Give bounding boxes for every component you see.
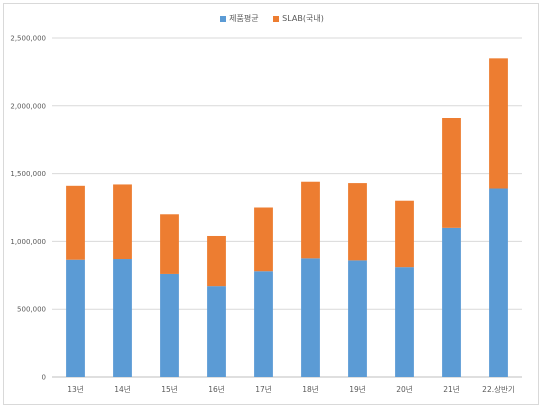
y-tick-label-1: 500,000 (17, 306, 46, 314)
bar-series-2-8 (395, 200, 414, 268)
bar-series-1-8 (395, 267, 414, 377)
legend: 제품평균 SLAB(국내) (0, 13, 544, 24)
bar-series-1-9 (442, 227, 461, 377)
legend-label-series-2: SLAB(국내) (282, 14, 324, 23)
x-tick-label-9: 21년 (443, 384, 460, 394)
x-tick-label-8: 20년 (396, 384, 413, 394)
x-tick-label-6: 18년 (302, 384, 319, 394)
bar-series-1-10 (489, 188, 508, 377)
bar-series-2-10 (489, 58, 508, 189)
bar-series-2-3 (160, 214, 179, 274)
legend-swatch-series-2 (273, 15, 280, 22)
bar-series-1-2 (113, 259, 132, 377)
bar-series-2-5 (254, 207, 273, 272)
legend-swatch-series-1 (220, 15, 227, 22)
bar-series-1-7 (348, 260, 367, 377)
bar-series-2-6 (301, 181, 320, 259)
legend-item-series-2: SLAB(국내) (273, 13, 324, 24)
x-tick-label-3: 15년 (161, 384, 178, 394)
y-tick-label-4: 2,000,000 (10, 102, 46, 110)
bar-series-2-9 (442, 118, 461, 228)
x-tick-label-1: 13년 (67, 384, 84, 394)
x-tick-label-4: 16년 (208, 384, 225, 394)
x-tick-label-7: 19년 (349, 384, 366, 394)
x-tick-label-2: 14년 (114, 384, 131, 394)
bar-series-1-1 (66, 259, 85, 377)
y-tick-label-3: 1,500,000 (10, 170, 46, 178)
bar-series-2-1 (66, 185, 85, 260)
y-tick-label-5: 2,500,000 (10, 35, 46, 43)
y-tick-label-2: 1,000,000 (10, 238, 46, 246)
bar-series-1-3 (160, 273, 179, 377)
legend-item-series-1: 제품평균 (220, 13, 259, 24)
bar-series-1-4 (207, 286, 226, 377)
bar-series-2-7 (348, 183, 367, 261)
bar-series-1-5 (254, 271, 273, 377)
y-tick-label-0: 0 (42, 374, 46, 382)
bar-series-1-6 (301, 258, 320, 377)
x-tick-label-5: 17년 (255, 384, 272, 394)
bar-series-2-2 (113, 184, 132, 260)
bar-series-2-4 (207, 235, 226, 287)
legend-label-series-1: 제품평균 (229, 14, 259, 23)
x-tick-label-10: 22.상반기 (482, 384, 515, 394)
